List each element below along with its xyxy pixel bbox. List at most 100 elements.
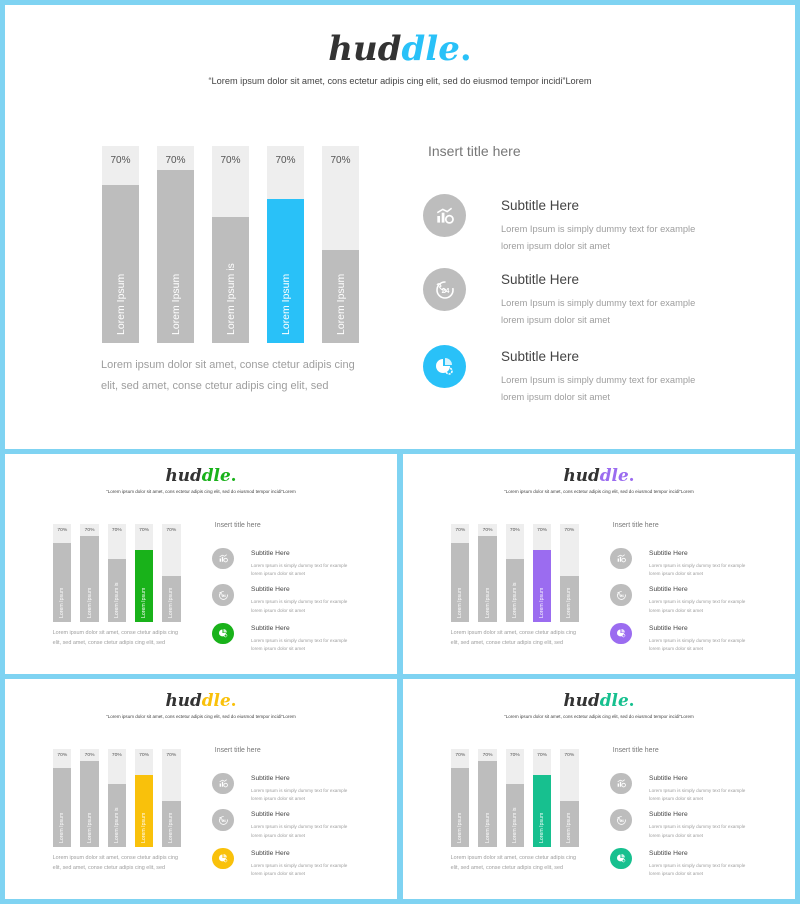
body-text-line1: Lorem ipsum dolor sit amet, conse ctetur… bbox=[52, 629, 179, 636]
bar-track: Lorem Ipsum is 70% bbox=[212, 146, 249, 343]
bar-track: Lorem Ipsum 70% bbox=[478, 748, 497, 847]
chart-coin-icon bbox=[423, 194, 466, 237]
logo-accent-part: dle bbox=[401, 29, 460, 69]
bar-value-label: 70% bbox=[57, 753, 68, 759]
bar-track: Lorem Ipsum is 70% bbox=[505, 523, 525, 622]
bar-highlight: Lorem Ipsum bbox=[134, 550, 154, 622]
slide-teal-thumb[interactable]: huddle. “Lorem ipsum dolor sit amet, cons… bbox=[403, 679, 795, 899]
bar-value-label: 70% bbox=[564, 528, 575, 534]
feature-text-line2: lorem ipsum dolor sit amet bbox=[251, 832, 306, 838]
feature-text-line2: lorem ipsum dolor sit amet bbox=[501, 315, 611, 325]
bar-track: Lorem Ipsum 70% bbox=[532, 523, 552, 622]
feature-text-line1: Lorem Ipsum is simply dummy text for exa… bbox=[649, 787, 746, 793]
bar-value-label: 70% bbox=[455, 753, 466, 759]
feature-text-line1: Lorem Ipsum is simply dummy text for exa… bbox=[649, 824, 746, 830]
feature-item: Subtitle Here Lorem Ipsum is simply dummy… bbox=[423, 345, 723, 405]
bar-track: Lorem Ipsum 70% bbox=[80, 748, 99, 847]
bar: Lorem Ipsum bbox=[560, 575, 579, 622]
logo-dot: . bbox=[628, 689, 635, 710]
bar-category-label: Lorem Ipsum bbox=[279, 273, 292, 335]
bar-value-label: 70% bbox=[509, 528, 520, 534]
slide-blue-large[interactable]: huddle. “Lorem ipsum dolor sit amet, cons… bbox=[5, 5, 795, 449]
feature-item: 24 Subtitle Here Lorem Ipsum is simply dum… bbox=[610, 584, 759, 614]
logo-dot: . bbox=[230, 689, 237, 710]
feature-title: Subtitle Here bbox=[251, 774, 290, 782]
bar-category-label: Lorem Ipsum bbox=[59, 587, 66, 618]
bar-category-label: Lorem Ipsum bbox=[334, 273, 347, 335]
bar-track: Lorem Ipsum is 70% bbox=[107, 748, 127, 847]
bar-track: Lorem Ipsum 70% bbox=[532, 748, 552, 847]
feature-text-line2: lorem ipsum dolor sit amet bbox=[501, 241, 611, 251]
phone-24-icon: 24 bbox=[610, 584, 632, 606]
bar-category-label: Lorem Ipsum bbox=[86, 812, 93, 843]
feature-text-line1: Lorem Ipsum is simply dummy text for exa… bbox=[649, 599, 746, 605]
feature-text-line1: Lorem Ipsum is simply dummy text for exa… bbox=[251, 824, 348, 830]
slide-purple-thumb[interactable]: huddle. “Lorem ipsum dolor sit amet, cons… bbox=[403, 454, 795, 674]
feature-text-line1: Lorem Ipsum is simply dummy text for exa… bbox=[649, 562, 746, 568]
insert-title: Insert title here bbox=[214, 522, 261, 530]
bar-category-label: Lorem Ipsum bbox=[484, 587, 491, 618]
bar: Lorem Ipsum is bbox=[107, 784, 127, 847]
bar-highlight: Lorem Ipsum bbox=[134, 775, 154, 847]
bar-category-label: Lorem Ipsum bbox=[566, 587, 573, 618]
huddle-logo: huddle. bbox=[403, 689, 795, 711]
bar-value-label: 70% bbox=[220, 155, 241, 166]
bar-category-label: Lorem Ipsum bbox=[141, 587, 148, 618]
tagline: “Lorem ipsum dolor sit amet, cons ectetu… bbox=[504, 714, 694, 720]
bar-value-label: 70% bbox=[482, 753, 493, 759]
logo-accent-part: dle bbox=[599, 689, 629, 710]
logo-accent-part: dle bbox=[599, 464, 629, 485]
bar-category-label: Lorem Ipsum bbox=[86, 587, 93, 618]
bar-track: Lorem Ipsum 70% bbox=[162, 523, 181, 622]
body-text-line2: elit, sed amet, conse ctetur adipis cing… bbox=[450, 865, 564, 871]
feature-text-line2: lorem ipsum dolor sit amet bbox=[649, 645, 704, 651]
slide-green-thumb[interactable]: huddle. “Lorem ipsum dolor sit amet, cons… bbox=[5, 454, 397, 674]
feature-text-line2: lorem ipsum dolor sit amet bbox=[649, 870, 704, 876]
bar-track: Lorem Ipsum 70% bbox=[53, 523, 72, 622]
bar: Lorem Ipsum bbox=[322, 250, 359, 343]
pie-gear-icon bbox=[610, 622, 632, 644]
body-text-line2: elit, sed amet, conse ctetur adipis cing… bbox=[52, 865, 166, 871]
feature-text-line2: lorem ipsum dolor sit amet bbox=[251, 870, 306, 876]
body-text-line1: Lorem ipsum dolor sit amet, conse ctetur… bbox=[52, 854, 179, 861]
bar-track: Lorem Ipsum 70% bbox=[102, 146, 139, 343]
feature-title: Subtitle Here bbox=[649, 586, 688, 594]
bar-highlight: Lorem Ipsum bbox=[532, 775, 552, 847]
body-text-line1: Lorem ipsum dolor sit amet, conse ctetur… bbox=[450, 854, 577, 861]
tagline: “Lorem ipsum dolor sit amet, cons ectetu… bbox=[106, 489, 296, 495]
bar-category-label: Lorem Ipsum is bbox=[113, 582, 120, 618]
bar-category-label: Lorem Ipsum bbox=[566, 812, 573, 843]
feature-title: Subtitle Here bbox=[251, 549, 290, 557]
bar-track: Lorem Ipsum 70% bbox=[322, 146, 359, 343]
feature-title: Subtitle Here bbox=[251, 849, 290, 857]
pie-gear-icon bbox=[610, 847, 632, 869]
bar-value-label: 70% bbox=[482, 528, 493, 534]
logo-dot: . bbox=[628, 464, 635, 485]
feature-item: Subtitle Here Lorem Ipsum is simply dummy… bbox=[610, 622, 759, 653]
bar-track: Lorem Ipsum 70% bbox=[53, 748, 72, 847]
huddle-logo: huddle. bbox=[5, 465, 397, 486]
bar-category-label: Lorem Ipsum bbox=[457, 587, 464, 618]
bar: Lorem Ipsum bbox=[80, 535, 99, 622]
feature-text-line2: lorem ipsum dolor sit amet bbox=[649, 796, 704, 802]
bar-track: Lorem Ipsum 70% bbox=[157, 146, 194, 343]
bar: Lorem Ipsum bbox=[478, 760, 497, 847]
bar: Lorem Ipsum bbox=[80, 760, 99, 847]
logo-dark-part: hud bbox=[563, 689, 600, 710]
bar: Lorem Ipsum bbox=[451, 768, 470, 847]
insert-title: Insert title here bbox=[612, 747, 659, 755]
feature-title: Subtitle Here bbox=[649, 774, 688, 782]
bar-track: Lorem Ipsum 70% bbox=[80, 523, 99, 622]
body-text-line2: elit, sed amet, conse ctetur adipis cing… bbox=[101, 380, 329, 392]
bar-track: Lorem Ipsum 70% bbox=[134, 748, 154, 847]
bar-track: Lorem Ipsum 70% bbox=[560, 748, 579, 847]
bar-value-label: 70% bbox=[509, 753, 520, 759]
slide-yellow-thumb[interactable]: huddle. “Lorem ipsum dolor sit amet, cons… bbox=[5, 679, 397, 899]
bar-value-label: 70% bbox=[537, 528, 548, 534]
feature-text-line1: Lorem Ipsum is simply dummy text for exa… bbox=[501, 224, 696, 234]
feature-item: Subtitle Here Lorem Ipsum is simply dummy… bbox=[423, 194, 723, 254]
bar-track: Lorem Ipsum 70% bbox=[451, 523, 470, 622]
bar-category-label: Lorem Ipsum is bbox=[511, 807, 518, 843]
bar-track: Lorem Ipsum 70% bbox=[134, 523, 154, 622]
logo-dot: . bbox=[459, 29, 472, 69]
